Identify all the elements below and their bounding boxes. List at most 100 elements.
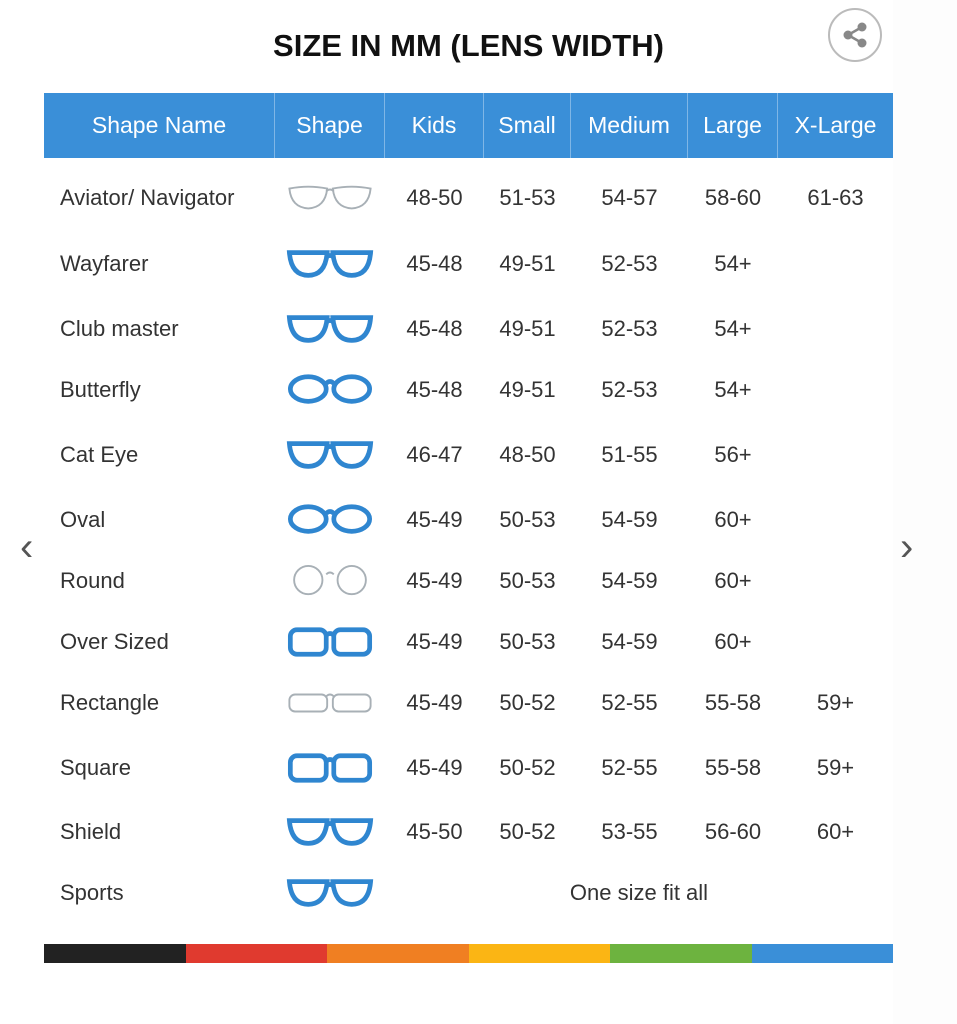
size-large: 55-58 bbox=[704, 755, 762, 780]
size-medium: 51-55 bbox=[601, 442, 658, 467]
size-medium: 54-59 bbox=[601, 568, 658, 593]
table-row: Over Sized 45-49 50-53 54-59 60+ bbox=[44, 617, 893, 667]
size-large: 56-60 bbox=[704, 819, 762, 844]
size-medium: 52-53 bbox=[601, 377, 658, 402]
color-bar bbox=[44, 944, 893, 963]
shape-image bbox=[275, 564, 385, 598]
size-note: One size fit all bbox=[569, 880, 709, 905]
shape-image bbox=[275, 438, 385, 472]
shape-image bbox=[275, 503, 385, 537]
size-small: 49-51 bbox=[499, 377, 556, 402]
shape-name: Square bbox=[60, 755, 131, 780]
size-medium: 54-59 bbox=[601, 629, 658, 654]
size-small: 50-53 bbox=[499, 507, 556, 532]
size-large: 54+ bbox=[714, 377, 752, 402]
shape-image bbox=[275, 247, 385, 281]
table-row: Butterfly 45-48 49-51 52-53 54+ bbox=[44, 365, 893, 415]
column-header: Large bbox=[688, 93, 778, 158]
size-kids: 45-49 bbox=[406, 690, 463, 715]
shape-name: Aviator/ Navigator bbox=[60, 185, 235, 210]
size-kids: 45-49 bbox=[406, 755, 463, 780]
size-xlarge: 61-63 bbox=[807, 185, 864, 210]
size-kids: 45-48 bbox=[406, 377, 463, 402]
shape-name: Oval bbox=[60, 507, 106, 532]
table-row: Shield 45-50 50-52 53-55 56-60 60+ bbox=[44, 807, 893, 857]
size-kids: 46-47 bbox=[406, 442, 463, 467]
shape-name: Club master bbox=[60, 316, 179, 341]
page-margin bbox=[893, 0, 957, 1024]
size-medium: 52-53 bbox=[601, 316, 658, 341]
size-small: 50-53 bbox=[499, 568, 556, 593]
shape-name: Shield bbox=[60, 819, 122, 844]
size-small: 51-53 bbox=[499, 185, 556, 210]
size-medium: 54-59 bbox=[601, 507, 658, 532]
table-row: Oval 45-49 50-53 54-59 60+ bbox=[44, 495, 893, 545]
prev-arrow-button[interactable]: ‹ bbox=[20, 525, 34, 569]
column-header: Small bbox=[484, 93, 571, 158]
table-row: Square 45-49 50-52 52-55 55-58 59+ bbox=[44, 743, 893, 793]
size-medium: 52-55 bbox=[601, 690, 658, 715]
round-glasses-icon bbox=[293, 564, 367, 596]
shape-image bbox=[275, 751, 385, 785]
shape-image bbox=[275, 625, 385, 659]
share-button[interactable] bbox=[828, 8, 882, 62]
share-icon bbox=[843, 22, 867, 48]
next-arrow-button[interactable]: › bbox=[900, 525, 914, 569]
shape-name: Wayfarer bbox=[60, 251, 149, 276]
butterfly-glasses-icon bbox=[287, 374, 373, 404]
shape-name: Over Sized bbox=[60, 629, 169, 654]
size-large: 56+ bbox=[714, 442, 752, 467]
color-segment bbox=[327, 944, 469, 963]
size-medium: 52-53 bbox=[601, 251, 658, 276]
shape-name: Round bbox=[60, 568, 125, 593]
shield-glasses-icon bbox=[286, 818, 374, 846]
size-large: 60+ bbox=[714, 507, 752, 532]
color-segment bbox=[751, 944, 893, 963]
size-small: 50-53 bbox=[499, 629, 556, 654]
table-row: Round 45-49 50-53 54-59 60+ bbox=[44, 556, 893, 606]
cateye-glasses-icon bbox=[286, 441, 374, 469]
table-row: Rectangle 45-49 50-52 52-55 55-58 59+ bbox=[44, 678, 893, 728]
table-row: Sports One size fit all bbox=[44, 868, 893, 918]
shape-image bbox=[275, 373, 385, 407]
size-small: 49-51 bbox=[499, 251, 556, 276]
size-xlarge: 60+ bbox=[816, 819, 855, 844]
color-segment bbox=[468, 944, 610, 963]
size-kids: 45-49 bbox=[406, 507, 463, 532]
size-small: 48-50 bbox=[499, 442, 556, 467]
page-title: SIZE IN MM (LENS WIDTH) bbox=[273, 28, 664, 63]
size-large: 60+ bbox=[714, 568, 752, 593]
table-row: Aviator/ Navigator 48-50 51-53 54-57 58-60 61… bbox=[44, 173, 893, 223]
size-small: 50-52 bbox=[499, 819, 556, 844]
size-medium: 52-55 bbox=[601, 755, 658, 780]
sports-glasses-icon bbox=[286, 879, 374, 907]
size-xlarge: 59+ bbox=[816, 690, 855, 715]
shape-image bbox=[275, 686, 385, 720]
column-header: Shape bbox=[275, 93, 385, 158]
color-segment bbox=[610, 944, 752, 963]
size-xlarge: 59+ bbox=[816, 755, 855, 780]
table-row: Club master 45-48 49-51 52-53 54+ bbox=[44, 304, 893, 354]
size-small: 49-51 bbox=[499, 316, 556, 341]
size-kids: 45-49 bbox=[406, 629, 463, 654]
size-kids: 45-48 bbox=[406, 251, 463, 276]
aviator-glasses-icon bbox=[288, 185, 372, 210]
table-row: Wayfarer 45-48 49-51 52-53 54+ bbox=[44, 239, 893, 289]
rectangle-glasses-icon bbox=[288, 693, 372, 713]
shape-image bbox=[275, 815, 385, 849]
size-large: 54+ bbox=[714, 316, 752, 341]
size-kids: 45-50 bbox=[406, 819, 463, 844]
column-header: Kids bbox=[385, 93, 484, 158]
square-glasses-icon bbox=[287, 753, 373, 783]
oval-glasses-icon bbox=[287, 504, 373, 534]
shape-image bbox=[275, 312, 385, 346]
wayfarer-glasses-icon bbox=[286, 250, 374, 278]
column-header: Shape Name bbox=[44, 93, 275, 158]
shape-image bbox=[275, 876, 385, 910]
shape-name: Butterfly bbox=[60, 377, 141, 402]
size-large: 60+ bbox=[714, 629, 752, 654]
column-header: Medium bbox=[571, 93, 688, 158]
size-small: 50-52 bbox=[499, 755, 556, 780]
color-segment bbox=[44, 944, 186, 963]
table-header: Shape Name Shape Kids Small Medium Large X-Lar… bbox=[44, 93, 893, 158]
